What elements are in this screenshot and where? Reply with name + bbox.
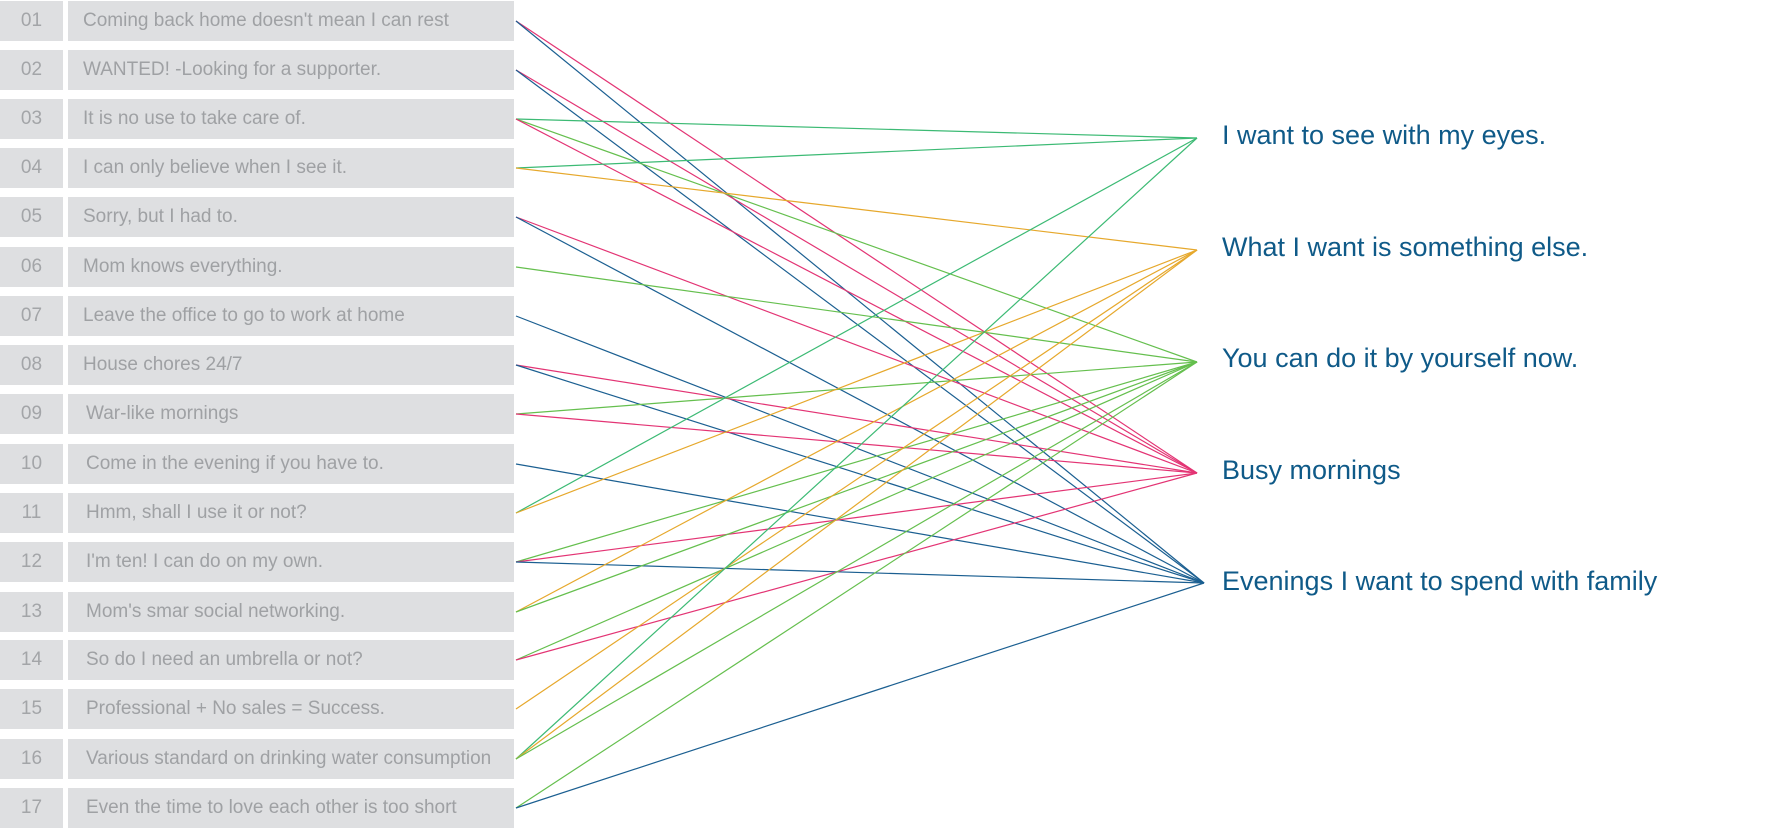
connection-line xyxy=(515,249,1198,613)
connection-line xyxy=(515,69,1198,474)
statement-label: Mom's smar social networking. xyxy=(68,592,514,632)
statement-label: Coming back home doesn't mean I can rest xyxy=(68,1,514,41)
statement-number: 15 xyxy=(0,689,63,729)
connection-line xyxy=(515,361,1198,563)
category-label: Evenings I want to spend with family xyxy=(1222,566,1658,596)
connection-line xyxy=(515,249,1198,760)
connection-line xyxy=(515,118,1198,474)
connection-line xyxy=(515,118,1198,139)
statement-number: 01 xyxy=(0,1,63,41)
connection-line xyxy=(515,561,1205,584)
connection-line xyxy=(515,472,1198,661)
statement-number: 08 xyxy=(0,345,63,385)
connection-lines xyxy=(515,20,1205,809)
statement-label: Leave the office to go to work at home xyxy=(68,296,514,336)
connection-line xyxy=(515,69,1205,584)
connection-line xyxy=(515,137,1198,169)
connection-line xyxy=(515,361,1198,613)
category-label: I want to see with my eyes. xyxy=(1222,120,1547,150)
statement-number: 07 xyxy=(0,296,63,336)
connection-line xyxy=(515,364,1198,474)
statement-label: Come in the evening if you have to. xyxy=(68,444,514,484)
statement-label: House chores 24/7 xyxy=(68,345,514,385)
statement-number: 02 xyxy=(0,50,63,90)
connection-line xyxy=(515,463,1205,584)
statement-label: So do I need an umbrella or not? xyxy=(68,640,514,680)
connection-line xyxy=(515,361,1198,661)
statement-number: 16 xyxy=(0,739,63,779)
connection-line xyxy=(515,20,1205,584)
connection-line xyxy=(515,20,1198,474)
statement-label: Sorry, but I had to. xyxy=(68,197,514,237)
connection-line xyxy=(515,364,1205,584)
statement-number: 03 xyxy=(0,99,63,139)
statement-number: 11 xyxy=(0,493,63,533)
statement-number: 12 xyxy=(0,542,63,582)
connection-line xyxy=(515,413,1198,474)
connection-line xyxy=(515,249,1198,710)
statement-number: 13 xyxy=(0,592,63,632)
connection-line xyxy=(515,167,1198,251)
statement-number: 05 xyxy=(0,197,63,237)
statement-label: Even the time to love each other is too … xyxy=(68,788,514,828)
statement-number: 04 xyxy=(0,148,63,188)
statement-number: 06 xyxy=(0,247,63,287)
connection-line xyxy=(515,137,1198,514)
connection-line xyxy=(515,361,1198,809)
statement-label: It is no use to take care of. xyxy=(68,99,514,139)
connection-line xyxy=(515,266,1198,363)
connection-line xyxy=(515,361,1198,760)
connection-line xyxy=(515,118,1198,363)
connection-line xyxy=(515,137,1198,760)
statement-label: Various standard on drinking water consu… xyxy=(68,739,514,779)
category-label: You can do it by yourself now. xyxy=(1222,343,1579,373)
statement-label: I'm ten! I can do on my own. xyxy=(68,542,514,582)
category-label: Busy mornings xyxy=(1222,455,1401,485)
connection-line xyxy=(515,216,1205,584)
statement-number: 17 xyxy=(0,788,63,828)
category-label: What I want is something else. xyxy=(1222,232,1589,262)
statement-number: 10 xyxy=(0,444,63,484)
statement-label: Professional + No sales = Success. xyxy=(68,689,514,729)
statement-number: 09 xyxy=(0,394,63,434)
connection-line xyxy=(515,216,1198,474)
connection-line xyxy=(515,361,1198,415)
connection-line xyxy=(515,315,1205,584)
statement-label: Mom knows everything. xyxy=(68,247,514,287)
statement-label: WANTED! -Looking for a supporter. xyxy=(68,50,514,90)
statement-label: Hmm, shall I use it or not? xyxy=(68,493,514,533)
statement-number: 14 xyxy=(0,640,63,680)
statement-label: I can only believe when I see it. xyxy=(68,148,514,188)
connection-line xyxy=(515,582,1205,809)
statement-label: War-like mornings xyxy=(68,394,514,434)
connection-line xyxy=(515,249,1198,514)
connection-line xyxy=(515,472,1198,563)
